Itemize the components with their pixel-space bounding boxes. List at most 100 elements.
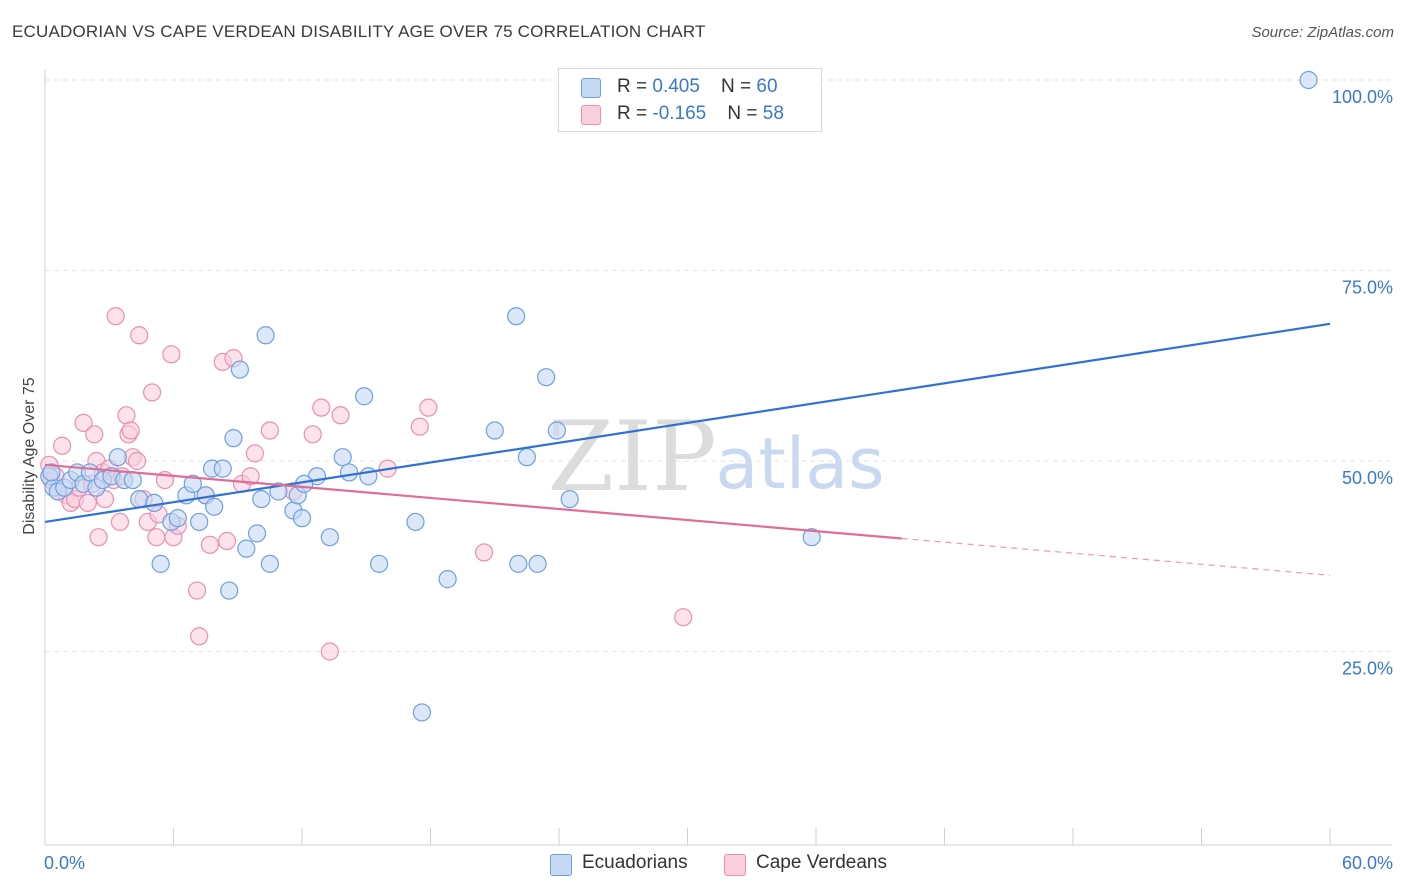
data-point-cape-verdean [217,531,237,551]
data-point-cape-verdean [474,543,494,562]
data-point-cape-verdean [303,425,322,444]
data-point-cape-verdean [53,436,72,455]
legend-swatch-pink [581,105,601,125]
data-point-cape-verdean [110,512,130,532]
data-point-cape-verdean [241,467,260,486]
legend-n-value: 60 [756,76,778,97]
data-point-ecuadorian [528,554,547,573]
data-point-ecuadorian [260,554,279,573]
data-point-ecuadorian [547,421,566,440]
data-point-ecuadorian [190,512,209,532]
data-point-ecuadorian [220,581,239,600]
data-point-ecuadorian [1299,70,1318,90]
data-point-ecuadorian [247,524,267,543]
data-point-ecuadorian [168,509,187,528]
data-point-cape-verdean [121,421,140,440]
trend-line-cape-verdeans [44,463,902,540]
data-point-ecuadorian [151,554,170,573]
y-tick-label: 100.0% [1332,87,1393,107]
trend-line-cape-verdeans-extrapolated [901,537,1331,576]
data-point-ecuadorian [123,470,142,490]
data-point-ecuadorian [183,474,202,493]
legend-r-label: R = [617,76,653,97]
data-point-ecuadorian [340,463,359,482]
data-point-ecuadorian [237,539,256,558]
y-tick-label: 75.0% [1342,278,1393,298]
correlation-legend: R = 0.405 N = 60 R = -0.165 N = 58 [558,68,822,132]
data-point-ecuadorian [485,421,504,440]
data-point-ecuadorian [355,387,374,406]
data-point-ecuadorian [320,528,339,547]
data-point-ecuadorian [537,368,556,387]
data-point-ecuadorian [252,490,271,509]
x-tick-label: 0.0% [44,853,85,873]
data-point-cape-verdean [117,406,136,425]
data-point-ecuadorian [406,512,425,532]
trend-line-ecuadorians [44,322,1331,524]
data-point-ecuadorian [560,490,579,509]
legend-r-value: 0.405 [652,76,700,97]
legend-r-value: -0.165 [652,103,707,124]
data-point-cape-verdean [127,451,147,471]
legend-swatch-blue [581,78,601,98]
legend-swatch-ecuadorians [550,854,572,876]
y-tick-label: 25.0% [1342,659,1393,679]
data-point-ecuadorian [370,554,389,573]
data-point-ecuadorian [509,554,528,573]
data-point-ecuadorian [507,307,526,326]
trend-lines [44,322,1331,576]
data-point-cape-verdean [190,627,209,646]
legend-swatch-cape-verdeans [724,854,746,876]
data-point-ecuadorian [438,570,457,589]
data-point-cape-verdean [200,535,220,554]
legend-label-ecuadorians: Ecuadorians [582,852,688,873]
watermark-atlas: atlas [715,423,884,505]
data-point-cape-verdean [130,326,149,345]
data-point-ecuadorian [145,493,164,513]
data-point-cape-verdean [85,425,104,444]
data-point-cape-verdean [142,383,162,402]
data-point-cape-verdean [187,581,207,600]
data-point-ecuadorian [517,448,536,467]
series-ecuadorians [40,70,1318,722]
data-point-ecuadorian [412,703,432,722]
data-point-ecuadorian [205,497,224,516]
data-point-cape-verdean [674,608,693,627]
data-point-cape-verdean [312,398,331,417]
series-legend: Ecuadorians Cape Verdeans [0,852,1406,878]
chart-title: ECUADORIAN VS CAPE VERDEAN DISABILITY AG… [12,22,706,41]
data-point-cape-verdean [419,398,438,417]
data-point-ecuadorian [333,448,352,467]
tick-labels: 25.0% 50.0% 75.0% 100.0% 0.0% 60.0% [44,87,1393,873]
data-point-cape-verdean [245,444,264,463]
x-tick-label: 60.0% [1342,853,1393,873]
data-point-cape-verdean [162,345,181,364]
data-point-cape-verdean [74,413,93,432]
data-point-ecuadorian [802,528,821,547]
data-point-ecuadorian [256,326,275,345]
y-tick-label: 50.0% [1342,468,1393,488]
data-point-ecuadorian [42,463,61,482]
data-point-cape-verdean [410,417,429,436]
data-point-ecuadorian [230,360,249,379]
data-point-cape-verdean [106,307,125,326]
legend-n-label: N = [721,76,757,97]
data-point-cape-verdean [320,642,339,661]
legend-n-label: N = [727,103,763,124]
source-credit: Source: ZipAtlas.com [1251,24,1394,41]
data-point-cape-verdean [260,421,279,440]
data-point-cape-verdean [89,528,108,547]
y-axis-label: Disability Age Over 75 [21,377,38,535]
data-point-ecuadorian [224,429,243,448]
data-point-ecuadorian [130,490,149,509]
legend-r-label: R = [617,103,653,124]
data-point-cape-verdean [78,493,97,513]
legend-label-cape-verdeans: Cape Verdeans [756,852,887,873]
data-point-ecuadorian [108,448,127,467]
data-point-cape-verdean [331,406,350,425]
data-point-cape-verdean [147,528,166,547]
legend-n-value: 58 [762,103,784,124]
data-point-ecuadorian [292,509,312,528]
data-point-ecuadorian [213,459,232,478]
